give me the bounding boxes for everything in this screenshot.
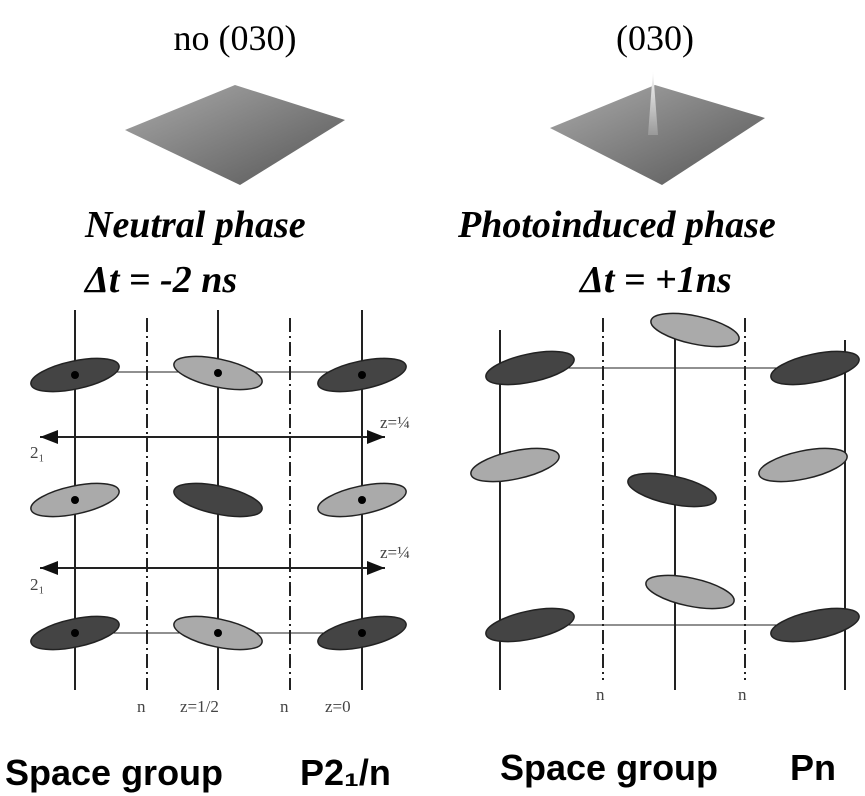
screw-label: 2₁	[30, 575, 44, 594]
peak-label: no (030)	[174, 18, 297, 58]
molecules	[30, 312, 860, 651]
space-group-label: Space group	[5, 752, 223, 793]
space-group: P2₁/n	[300, 752, 391, 793]
axis-label: z=¼	[380, 543, 410, 562]
peak-label: (030)	[616, 18, 694, 58]
bottom-label: n	[280, 697, 289, 716]
axis-label: z=¼	[380, 413, 410, 432]
bottom-label: n	[738, 685, 747, 704]
screw-label: 2₁	[30, 443, 44, 462]
space-group: Pn	[790, 747, 836, 788]
bottom-label: n	[137, 697, 146, 716]
bottom-label: n	[596, 685, 605, 704]
delay: Δt = +1ns	[578, 259, 732, 301]
surfaces	[125, 70, 765, 185]
phase: Neutral phase	[84, 204, 306, 246]
arrows	[40, 430, 385, 575]
dots	[71, 369, 366, 637]
lattice	[40, 310, 846, 690]
phase: Photoinduced phase	[457, 204, 776, 246]
space-group-label: Space group	[500, 747, 718, 788]
bottom-label: z=1/2	[180, 697, 219, 716]
bottom-label: z=0	[325, 697, 351, 716]
delay: Δt = -2 ns	[83, 259, 237, 301]
